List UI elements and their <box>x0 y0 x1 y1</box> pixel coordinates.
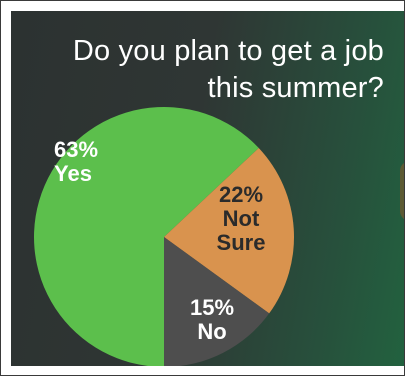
slice-percent-yes: 63% <box>54 137 98 162</box>
slice-label-not-sure: Sure <box>217 230 266 255</box>
chart-title-line-1: Do you plan to get a job <box>72 35 384 67</box>
chart-panel: Do you plan to get a job this summer? 63… <box>11 11 404 366</box>
slice-label-yes: Yes <box>54 161 92 186</box>
pie-slice-yes <box>34 107 259 366</box>
pie-slice-not-sure <box>164 148 294 314</box>
pie-slice-no <box>164 237 270 366</box>
slice-percent-no: 15% <box>190 295 234 320</box>
slice-percent-not-sure: 22% <box>219 182 263 207</box>
frame-left-margin <box>1 1 11 375</box>
chart-title-line-2: this summer? <box>207 72 384 104</box>
slice-label-no: No <box>197 319 226 344</box>
edge-decoration <box>400 161 404 221</box>
slice-label-not-sure: Not <box>223 206 260 231</box>
frame-bottom-margin <box>1 366 404 375</box>
